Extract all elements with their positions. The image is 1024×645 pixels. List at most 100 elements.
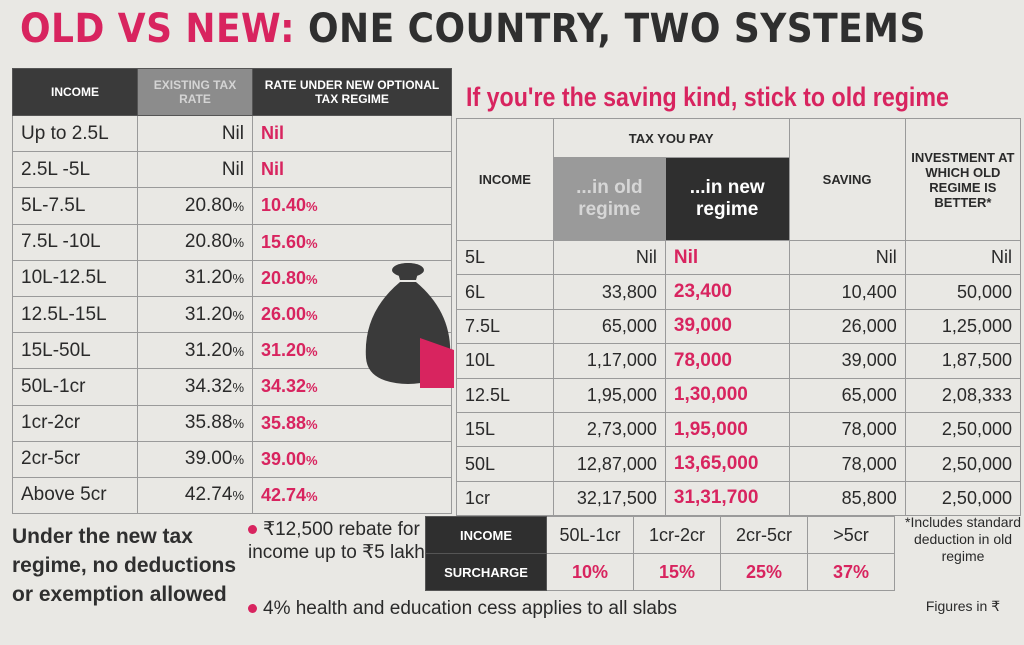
income-cell: 1cr-2cr bbox=[12, 404, 138, 442]
table-row: 7.5L 65,000 39,000 26,000 1,25,000 bbox=[456, 308, 1022, 345]
saving-cell: 39,000 bbox=[788, 343, 906, 379]
income-cell: 12.5L-15L bbox=[12, 295, 138, 334]
header-existing-rate: EXISTING TAX RATE bbox=[137, 68, 253, 116]
header-new-regime: ...in new regime bbox=[664, 157, 790, 241]
saving-cell: 85,800 bbox=[788, 480, 906, 517]
old-rate-cell: 42.74% bbox=[137, 476, 253, 515]
money-bag-icon bbox=[365, 263, 454, 388]
investment-cell: 2,50,000 bbox=[904, 411, 1022, 448]
table-row: 12.5L 1,95,000 1,30,000 65,000 2,08,333 bbox=[456, 377, 1022, 413]
old-rate-cell: 35.88% bbox=[137, 404, 253, 442]
new-rate-cell: 15.60% bbox=[252, 223, 452, 261]
saving-cell: Nil bbox=[788, 239, 906, 276]
old-tax-cell: 2,73,000 bbox=[552, 411, 666, 448]
income-cell: 2.5L -5L bbox=[12, 151, 138, 189]
surcharge-table: INCOME 50L-1cr 1cr-2cr 2cr-5cr >5cr SURC… bbox=[425, 516, 895, 591]
table-row: Above 5cr 42.74% 42.74% bbox=[12, 476, 452, 515]
table-row: 50L 12,87,000 13,65,000 78,000 2,50,000 bbox=[456, 446, 1022, 482]
table-row: 1cr-2cr 35.88% 35.88% bbox=[12, 404, 452, 442]
surcharge-income-cell: >5cr bbox=[807, 516, 895, 554]
rebate-bullet: ₹12,500 rebate for income up to ₹5 lakh bbox=[248, 519, 425, 563]
income-cell: 15L bbox=[456, 411, 554, 448]
regime-note: Under the new tax regime, no deductions … bbox=[12, 525, 237, 606]
income-cell: 5L-7.5L bbox=[12, 187, 138, 225]
old-rate-cell: 31.20% bbox=[137, 259, 253, 297]
investment-cell: 2,08,333 bbox=[904, 377, 1022, 413]
header-tax-you-pay: TAX YOU PAY bbox=[552, 118, 790, 158]
surcharge-rate-cell: 15% bbox=[633, 553, 721, 591]
new-rate-cell: 42.74% bbox=[252, 476, 452, 515]
surcharge-rate-cell: 25% bbox=[720, 553, 808, 591]
tax-comparison-table: INCOME TAX YOU PAY SAVING INVESTMENT AT … bbox=[456, 118, 1022, 517]
new-rate-cell: 39.00% bbox=[252, 440, 452, 478]
saving-cell: 78,000 bbox=[788, 411, 906, 448]
new-rate-cell: 35.88% bbox=[252, 404, 452, 442]
investment-cell: 1,87,500 bbox=[904, 343, 1022, 379]
new-tax-cell: Nil bbox=[664, 239, 790, 276]
income-cell: Above 5cr bbox=[12, 476, 138, 515]
old-tax-cell: Nil bbox=[552, 239, 666, 276]
table-row: 2cr-5cr 39.00% 39.00% bbox=[12, 440, 452, 478]
new-tax-cell: 23,400 bbox=[664, 274, 790, 310]
savings-title: If you're the saving kind, stick to old … bbox=[466, 82, 949, 112]
table-row: 6L 33,800 23,400 10,400 50,000 bbox=[456, 274, 1022, 310]
income-cell: 12.5L bbox=[456, 377, 554, 413]
old-rate-cell: 20.80% bbox=[137, 187, 253, 225]
income-cell: 7.5L -10L bbox=[12, 223, 138, 261]
table-row: 1cr 32,17,500 31,31,700 85,800 2,50,000 bbox=[456, 480, 1022, 517]
income-cell: 6L bbox=[456, 274, 554, 310]
income-cell: 7.5L bbox=[456, 308, 554, 345]
surcharge-income-cell: 2cr-5cr bbox=[720, 516, 808, 554]
surcharge-rate-cell: 10% bbox=[546, 553, 634, 591]
table-row: 10L 1,17,000 78,000 39,000 1,87,500 bbox=[456, 343, 1022, 379]
old-rate-cell: 20.80% bbox=[137, 223, 253, 261]
old-tax-cell: 1,17,000 bbox=[552, 343, 666, 379]
investment-cell: 2,50,000 bbox=[904, 480, 1022, 517]
income-cell: Up to 2.5L bbox=[12, 114, 138, 153]
title-part2: ONE COUNTRY, TWO SYSTEMS bbox=[307, 6, 926, 52]
figures-note: Figures in ₹ bbox=[925, 598, 1001, 614]
new-tax-cell: 39,000 bbox=[664, 308, 790, 345]
income-cell: 15L-50L bbox=[12, 332, 138, 370]
saving-cell: 78,000 bbox=[788, 446, 906, 482]
investment-cell: 1,25,000 bbox=[904, 308, 1022, 345]
header-income: INCOME bbox=[12, 68, 138, 116]
table-row: 5L-7.5L 20.80% 10.40% bbox=[12, 187, 452, 225]
old-tax-cell: 65,000 bbox=[552, 308, 666, 345]
new-tax-cell: 1,30,000 bbox=[664, 377, 790, 413]
new-tax-cell: 1,95,000 bbox=[664, 411, 790, 448]
surcharge-label: SURCHARGE bbox=[425, 553, 547, 591]
saving-cell: 65,000 bbox=[788, 377, 906, 413]
old-rate-cell: Nil bbox=[137, 151, 253, 189]
old-rate-cell: Nil bbox=[137, 114, 253, 153]
investment-cell: Nil bbox=[904, 239, 1022, 276]
old-rate-cell: 34.32% bbox=[137, 368, 253, 406]
title-part1: OLD VS NEW: bbox=[20, 6, 295, 52]
new-rate-cell: Nil bbox=[252, 114, 452, 153]
new-rate-cell: Nil bbox=[252, 151, 452, 189]
investment-cell: 2,50,000 bbox=[904, 446, 1022, 482]
surcharge-income-cell: 1cr-2cr bbox=[633, 516, 721, 554]
table-row: Up to 2.5L Nil Nil bbox=[12, 114, 452, 153]
surcharge-income-cell: 50L-1cr bbox=[546, 516, 634, 554]
old-tax-cell: 1,95,000 bbox=[552, 377, 666, 413]
old-tax-cell: 33,800 bbox=[552, 274, 666, 310]
page-title: OLD VS NEW: ONE COUNTRY, TWO SYSTEMS bbox=[20, 6, 926, 62]
income-cell: 50L bbox=[456, 446, 554, 482]
income-cell: 10L-12.5L bbox=[12, 259, 138, 297]
header-new-rate: RATE UNDER NEW OPTIONAL TAX REGIME bbox=[252, 68, 452, 116]
bullet-dot-icon bbox=[248, 604, 257, 614]
surcharge-income-label: INCOME bbox=[425, 516, 547, 554]
table-row: 2.5L -5L Nil Nil bbox=[12, 151, 452, 189]
new-tax-cell: 31,31,700 bbox=[664, 480, 790, 517]
income-cell: 2cr-5cr bbox=[12, 440, 138, 478]
new-tax-cell: 13,65,000 bbox=[664, 446, 790, 482]
new-tax-cell: 78,000 bbox=[664, 343, 790, 379]
old-tax-cell: 32,17,500 bbox=[552, 480, 666, 517]
income-cell: 1cr bbox=[456, 480, 554, 517]
footnote: *Includes standard deduction in old regi… bbox=[905, 514, 1021, 564]
saving-cell: 10,400 bbox=[788, 274, 906, 310]
table-row: 5L Nil Nil Nil Nil bbox=[456, 239, 1022, 276]
cess-bullet: 4% health and education cess applies to … bbox=[248, 598, 677, 620]
header-income: INCOME bbox=[456, 118, 554, 241]
